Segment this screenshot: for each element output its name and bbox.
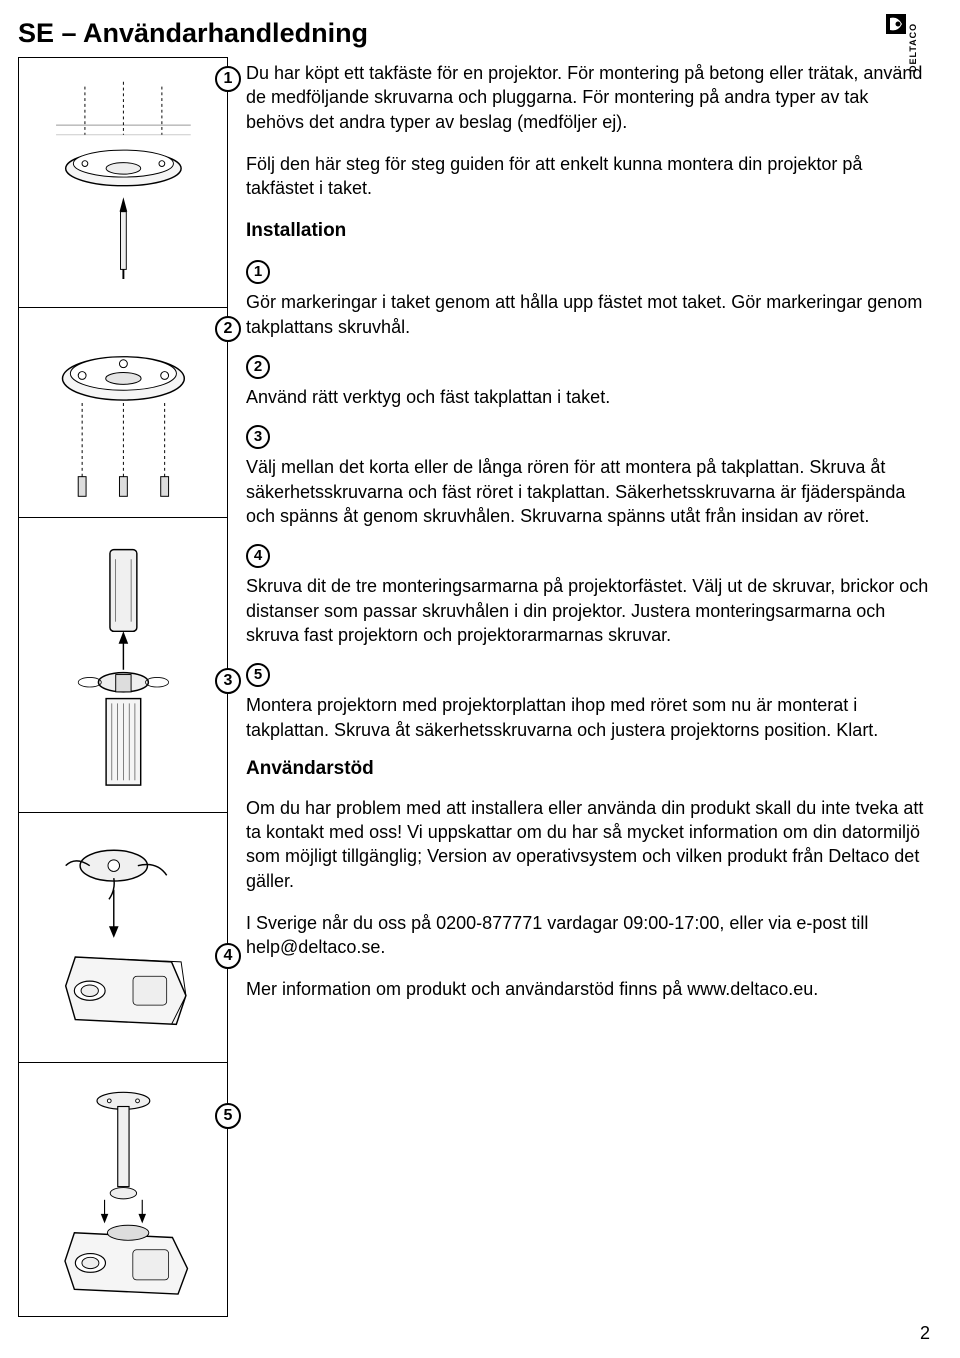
diagram-2-icon — [35, 324, 212, 502]
step-badge-2: 2 — [215, 316, 241, 342]
step-1-text: Gör markeringar i taket genom att hålla … — [246, 290, 930, 339]
step-4: 4 Skruva dit de tre monteringsarmarna på… — [246, 542, 930, 647]
page-title: SE – Användarhandledning — [18, 18, 930, 49]
diagram-1-icon — [35, 77, 212, 289]
installation-heading: Installation — [246, 218, 930, 244]
step-5: 5 Montera projektorn med projektorplatta… — [246, 661, 930, 742]
diagram-column: 1 2 — [18, 57, 228, 1317]
content-row: 1 2 — [18, 57, 930, 1317]
step-2-text: Använd rätt verktyg och fäst takplattan … — [246, 385, 930, 409]
deltaco-logo: DELTACO — [886, 14, 930, 74]
step-badge-1: 1 — [215, 66, 241, 92]
step-badge-4: 4 — [215, 943, 241, 969]
step-4-text: Skruva dit de tre monteringsarmarna på p… — [246, 574, 930, 647]
intro-paragraph-2: Följ den här steg för steg guiden för at… — [246, 152, 930, 201]
support-paragraph-3: Mer information om produkt och användars… — [246, 977, 930, 1001]
diagram-cell-5: 5 — [19, 1063, 227, 1318]
step-number-3: 3 — [246, 425, 270, 449]
step-3-text: Välj mellan det korta eller de långa rör… — [246, 455, 930, 528]
diagram-cell-1: 1 — [19, 58, 227, 308]
diagram-4-icon — [35, 832, 212, 1044]
step-1: 1 Gör markeringar i taket genom att håll… — [246, 258, 930, 339]
diagram-5-icon — [35, 1082, 212, 1299]
diagram-3-icon — [35, 540, 212, 790]
step-badge-3: 3 — [215, 668, 241, 694]
page-number: 2 — [920, 1323, 930, 1344]
intro-paragraph-1: Du har köpt ett takfäste för en projekto… — [246, 61, 930, 134]
step-number-2: 2 — [246, 355, 270, 379]
text-column: Du har köpt ett takfäste för en projekto… — [246, 57, 930, 1317]
svg-text:DELTACO: DELTACO — [908, 23, 918, 72]
support-paragraph-1: Om du har problem med att installera ell… — [246, 796, 930, 893]
step-number-1: 1 — [246, 260, 270, 284]
support-paragraph-2: I Sverige når du oss på 0200-877771 vard… — [246, 911, 930, 960]
step-3: 3 Välj mellan det korta eller de långa r… — [246, 423, 930, 528]
step-5-text: Montera projektorn med projektorplattan … — [246, 693, 930, 742]
diagram-box: 1 2 — [18, 57, 228, 1317]
step-2: 2 Använd rätt verktyg och fäst takplatta… — [246, 353, 930, 409]
diagram-cell-2: 2 — [19, 308, 227, 518]
step-badge-5: 5 — [215, 1103, 241, 1129]
step-number-4: 4 — [246, 544, 270, 568]
support-heading: Användarstöd — [246, 756, 930, 782]
step-number-5: 5 — [246, 663, 270, 687]
diagram-cell-3: 3 — [19, 518, 227, 813]
diagram-cell-4: 4 — [19, 813, 227, 1063]
